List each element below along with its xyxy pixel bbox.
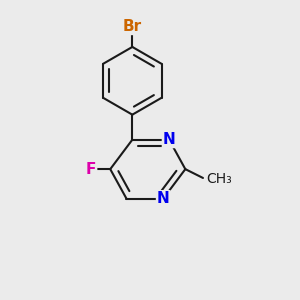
Text: Br: Br bbox=[123, 19, 142, 34]
Text: CH₃: CH₃ bbox=[206, 172, 232, 186]
Text: N: N bbox=[157, 191, 169, 206]
Text: N: N bbox=[163, 132, 175, 147]
Text: F: F bbox=[86, 162, 96, 177]
